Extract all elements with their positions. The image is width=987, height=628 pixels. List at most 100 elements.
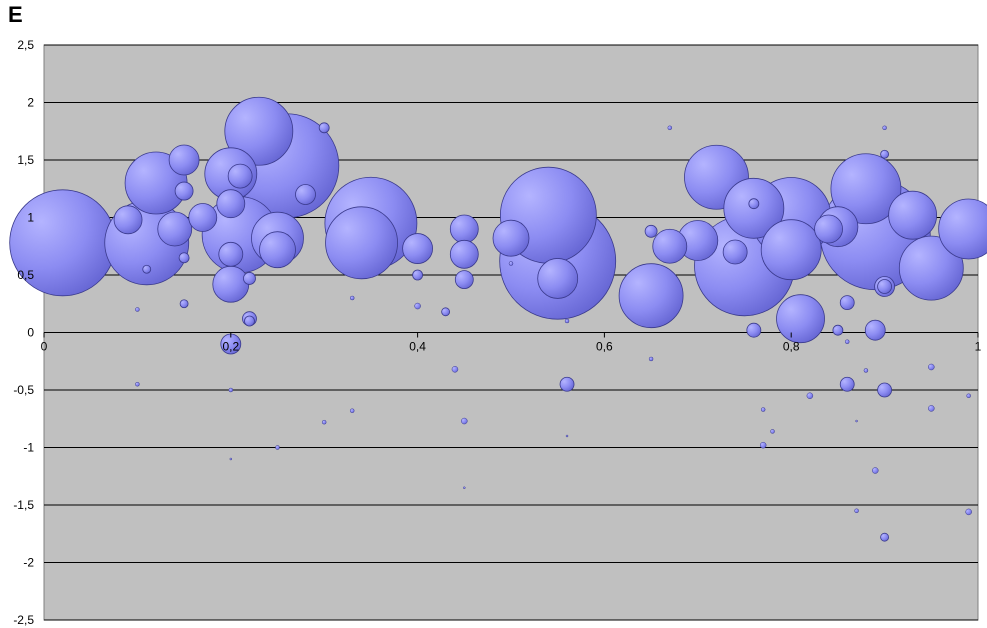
bubble [872,467,879,474]
bubble [174,181,194,201]
bubble [618,263,684,329]
bubble-series [9,96,987,542]
bubble [667,125,673,131]
x-axis: 0 0,2 0,4 0,6 0,8 1 [41,332,982,354]
bubble [318,122,330,134]
y-tick-label: -1 [23,441,34,455]
y-tick-label: 2 [27,96,34,110]
bubble [854,508,859,513]
bubble [259,231,296,269]
bubble [830,153,902,225]
y-tick-label: 0,5 [17,268,34,282]
bubble [928,405,935,412]
x-tick-label: 0 [41,340,48,354]
bubble [212,265,250,303]
bubble [806,392,814,399]
bubble [966,393,971,398]
bubble [227,163,253,189]
x-tick-label: 0,4 [409,340,426,354]
bubble [863,368,869,373]
bubble [449,239,479,269]
bubble [748,198,760,210]
bubble [325,206,398,280]
bubble [179,299,189,309]
y-tick-label: 1 [27,211,34,225]
bubble [644,224,658,238]
bubble [451,366,459,373]
bubble [880,149,889,159]
bubble [855,419,858,423]
bubble [864,319,886,341]
bubble [844,339,850,344]
bubble [492,219,530,257]
bubble [882,125,887,131]
y-tick-label: 2,5 [17,38,34,52]
bubble [559,376,575,392]
bubble [142,264,152,274]
y-tick-label: -0,5 [13,383,34,397]
bubble [244,315,255,327]
bubble [760,407,766,412]
x-tick-label: 0,6 [596,340,613,354]
bubble [228,387,234,393]
y-tick-label: -2 [23,556,34,570]
bubble [224,96,294,166]
bubble [839,295,855,311]
bubble [565,434,569,438]
bubble [760,219,822,281]
bubble [839,376,855,392]
bubble [877,279,892,294]
bubble [414,302,421,310]
bubble [759,441,767,449]
x-tick-label: 0,8 [783,340,800,354]
bubble [449,214,479,244]
bubble [877,382,892,398]
bubble [135,307,140,312]
bubble [135,382,140,387]
bubble [938,198,987,260]
bubble [218,241,244,267]
bubble [216,189,246,219]
bubble [461,417,468,425]
bubble [113,205,143,235]
bubble [441,307,451,317]
bubble [243,272,256,285]
bubble [898,235,964,301]
bubble [770,429,775,434]
bubble [746,322,762,338]
bubble [178,252,190,264]
panel-label: E [8,2,23,27]
bubble [652,228,688,264]
bubble [508,261,514,266]
y-tick-label: -1,5 [13,498,34,512]
bubble [564,318,570,324]
bubble [463,486,466,489]
bubble [965,508,972,516]
bubble [776,294,825,344]
y-tick-label: 0 [27,326,34,340]
bubble [168,144,200,176]
bubble [275,445,280,450]
bubble [402,233,434,264]
bubble [188,203,218,232]
bubble [412,269,424,281]
x-tick-label: 1 [975,340,982,354]
bubble [157,211,193,247]
bubble [722,239,748,265]
bubble [349,408,355,413]
bubble [648,356,654,362]
bubble [349,295,355,301]
x-tick-label: 0,2 [222,340,239,354]
y-tick-label: -2,5 [13,613,34,627]
y-tick-label: 1,5 [17,153,34,167]
bubble [928,363,935,371]
bubble [454,270,474,290]
bubble [888,190,938,240]
bubble [537,258,579,299]
y-axis: 2,5 2 1,5 1 0,5 0 -0,5 -1 -1,5 -2 -2,5 [13,38,34,627]
bubble [880,532,889,542]
bubble [321,419,327,425]
bubble [832,324,844,336]
bubble [295,184,316,205]
